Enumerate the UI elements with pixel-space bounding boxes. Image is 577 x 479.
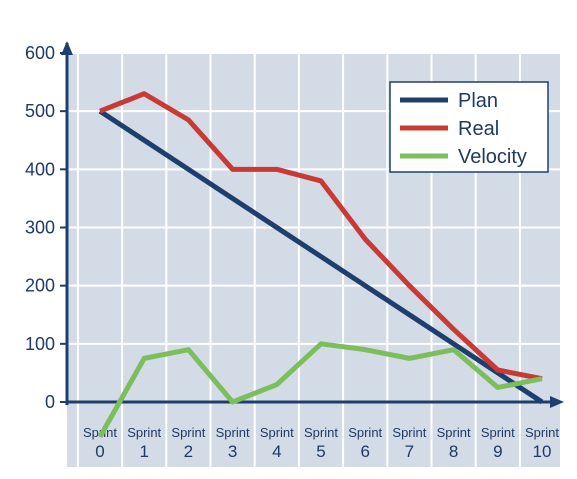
y-tick-label: 300 [25, 218, 55, 238]
series-line-plan [98, 109, 544, 405]
legend-label-real: Real [458, 118, 499, 140]
legend-label-velocity: Velocity [458, 146, 527, 168]
x-axis-arrow [550, 396, 564, 408]
legend-label-plan: Plan [458, 90, 498, 112]
y-tick-label: 0 [45, 392, 55, 412]
series-line-real [99, 91, 543, 382]
y-tick-label: 400 [25, 159, 55, 179]
x-tick-label-number: 5 [316, 442, 325, 461]
x-tick-label-word: Sprint [260, 425, 294, 440]
x-tick-label-word: Sprint [392, 425, 426, 440]
x-tick-label-word: Sprint [216, 425, 250, 440]
x-tick-label-number: 7 [405, 442, 414, 461]
x-tick-label-number: 1 [139, 442, 148, 461]
y-tick-label: 200 [25, 276, 55, 296]
x-tick-label-number: 4 [272, 442, 281, 461]
x-tick-label-number: 0 [95, 442, 104, 461]
x-tick-label-number: 2 [184, 442, 193, 461]
x-tick-label-word: Sprint [437, 425, 471, 440]
x-tick-label-number: 8 [449, 442, 458, 461]
x-tick-label-word: Sprint [304, 425, 338, 440]
y-tick-label: 100 [25, 334, 55, 354]
y-tick-label: 600 [25, 43, 55, 63]
x-tick-label-number: 3 [228, 442, 237, 461]
x-tick-label-word: Sprint [127, 425, 161, 440]
x-tick-label-word: Sprint [171, 425, 205, 440]
x-tick-label-number: 10 [533, 442, 552, 461]
x-tick-label-word: Sprint [525, 425, 559, 440]
x-tick-label-number: 9 [493, 442, 502, 461]
y-tick-label: 500 [25, 101, 55, 121]
series-line-velocity [97, 341, 543, 439]
x-tick-label-word: Sprint [348, 425, 382, 440]
y-axis-arrow [61, 41, 73, 55]
x-tick-label-word: Sprint [481, 425, 515, 440]
x-tick-label-number: 6 [360, 442, 369, 461]
